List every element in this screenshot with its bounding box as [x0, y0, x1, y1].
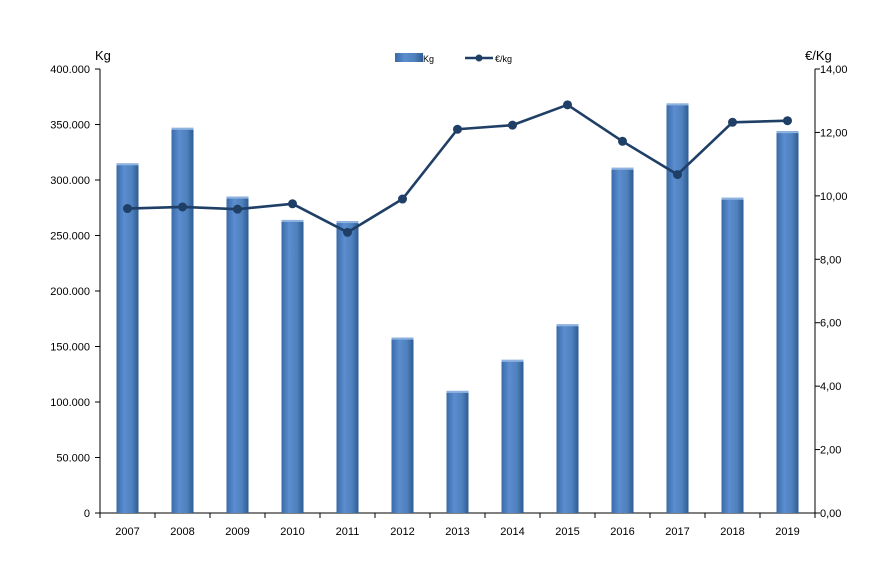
bar-body: [776, 131, 799, 513]
left-axis-title: Kg: [95, 48, 111, 63]
bar-2010: [281, 219, 304, 513]
bar-top-highlight: [336, 221, 359, 224]
right-tick-label: 14,00: [820, 64, 848, 76]
line-series: [123, 100, 792, 237]
bar-body: [501, 359, 524, 513]
bar-top-highlight: [556, 324, 579, 327]
left-tick-label: 200.000: [50, 286, 90, 298]
right-tick-label: 10,00: [820, 191, 848, 203]
bar-body: [226, 196, 249, 513]
bar-body: [611, 167, 634, 514]
left-tick-label: 100.000: [50, 397, 90, 409]
right-tick-label: 6,00: [820, 318, 841, 330]
right-tick-label: 0,00: [820, 508, 841, 520]
bar-body: [556, 324, 579, 513]
bar-top-highlight: [391, 337, 414, 340]
left-tick-label: 50.000: [56, 453, 90, 465]
legend-bar-label: Kg: [423, 54, 434, 64]
bar-top-highlight: [666, 103, 689, 106]
price-point-2016: [618, 136, 627, 146]
x-tick-label: 2013: [445, 526, 469, 538]
bar-2016: [611, 167, 634, 514]
bar-2019: [776, 131, 799, 513]
left-tick-label: 400.000: [50, 64, 90, 76]
price-point-2017: [673, 170, 682, 180]
bar-top-highlight: [116, 163, 139, 166]
bar-2011: [336, 221, 359, 513]
bar-top-highlight: [281, 219, 304, 222]
bar-2014: [501, 359, 524, 513]
bar-2008: [171, 127, 194, 513]
price-point-2018: [728, 117, 737, 127]
x-tick-label: 2017: [665, 526, 689, 538]
bar-2017: [666, 103, 689, 513]
tick-labels: 0 50.000 100.000 150.000 200.000 250.000 300.0…: [50, 48, 847, 538]
bar-body: [666, 103, 689, 513]
right-tick-label: 2,00: [820, 445, 841, 457]
x-tick-label: 2007: [115, 526, 139, 538]
bar-body: [116, 163, 139, 513]
x-tick-label: 2010: [280, 526, 304, 538]
left-tick-label: 0: [84, 508, 90, 520]
bar-top-highlight: [611, 167, 634, 170]
bar-top-highlight: [501, 359, 524, 362]
left-tick-label: 350.000: [50, 120, 90, 132]
bar-2007: [116, 163, 139, 513]
x-tick-label: 2016: [610, 526, 634, 538]
price-point-2019: [783, 116, 792, 126]
left-tick-label: 250.000: [50, 231, 90, 243]
bar-body: [171, 127, 194, 513]
price-point-2008: [178, 202, 187, 212]
bar-body: [336, 221, 359, 513]
price-point-2010: [288, 199, 297, 209]
left-tick-label: 150.000: [50, 342, 90, 354]
bar-body: [446, 390, 469, 513]
bar-body: [391, 337, 414, 513]
bar-top-highlight: [776, 131, 799, 134]
price-point-2012: [398, 194, 407, 204]
legend: Kg €/kg: [395, 53, 512, 64]
legend-line-label: €/kg: [495, 54, 512, 64]
price-point-2013: [453, 124, 462, 134]
price-point-2011: [343, 227, 352, 237]
right-tick-label: 4,00: [820, 381, 841, 393]
x-tick-label: 2012: [390, 526, 414, 538]
bar-body: [721, 197, 744, 513]
x-tick-label: 2018: [720, 526, 744, 538]
x-tick-label: 2008: [170, 526, 194, 538]
legend-bar-swatch: [395, 53, 423, 62]
price-point-2015: [563, 100, 572, 110]
bar-2015: [556, 324, 579, 513]
bar-top-highlight: [721, 197, 744, 200]
price-point-2007: [123, 204, 132, 214]
right-axis-title: €/Kg: [805, 48, 832, 63]
bar-body: [281, 219, 304, 513]
left-tick-label: 300.000: [50, 175, 90, 187]
legend-line-marker: [475, 54, 483, 62]
bar-2009: [226, 196, 249, 513]
right-tick-label: 8,00: [820, 254, 841, 266]
x-tick-label: 2009: [225, 526, 249, 538]
price-point-2009: [233, 204, 242, 214]
bar-2012: [391, 337, 414, 513]
x-tick-label: 2015: [555, 526, 579, 538]
x-tick-label: 2019: [775, 526, 799, 538]
bar-series: [116, 103, 799, 514]
bar-2018: [721, 197, 744, 513]
price-point-2014: [508, 120, 517, 130]
bar-top-highlight: [171, 127, 194, 130]
x-tick-label: 2011: [336, 526, 360, 538]
x-tick-label: 2014: [500, 526, 524, 538]
right-tick-label: 12,00: [820, 127, 848, 139]
bar-top-highlight: [226, 196, 249, 199]
bar-top-highlight: [446, 390, 469, 393]
bar-2013: [446, 390, 469, 513]
